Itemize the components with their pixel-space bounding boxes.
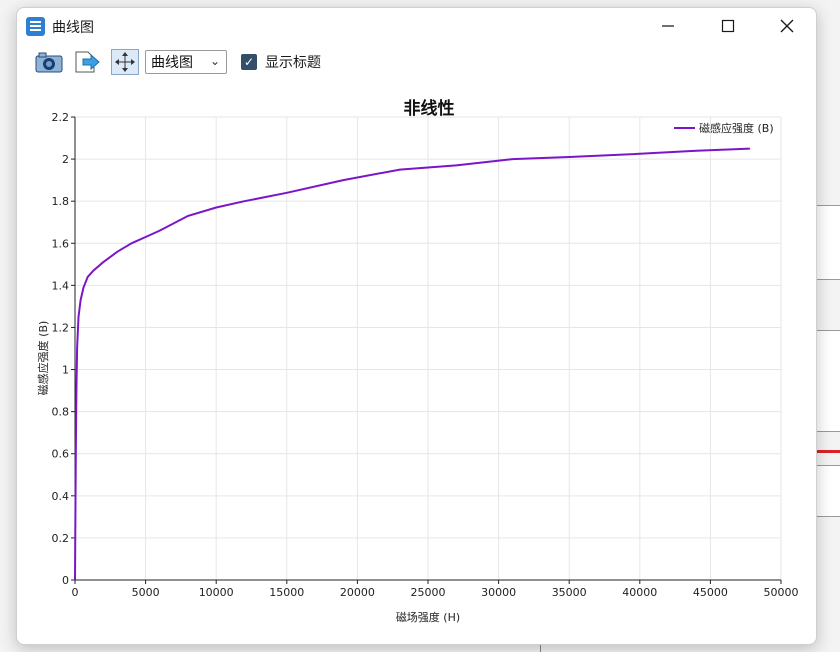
x-tick-label: 5000	[132, 586, 160, 599]
window-title: 曲线图	[52, 20, 94, 36]
title-bar[interactable]: 曲线图	[17, 8, 816, 44]
x-tick-label: 45000	[693, 586, 728, 599]
background-accent	[816, 450, 840, 453]
chart-type-select[interactable]: 曲线图 ⌄	[145, 50, 227, 74]
x-tick-label: 15000	[269, 586, 304, 599]
y-tick-label: 1.8	[52, 195, 70, 208]
export-button[interactable]	[73, 49, 101, 75]
minimize-button[interactable]	[645, 8, 691, 44]
y-tick-label: 0.2	[52, 532, 70, 545]
y-tick-label: 1	[62, 364, 69, 377]
background-divider	[540, 640, 541, 652]
y-tick-label: 0.4	[52, 490, 70, 503]
chart-grid	[75, 116, 782, 580]
minimize-icon	[662, 25, 674, 27]
y-tick-label: 1.6	[52, 237, 70, 250]
chart-type-value: 曲线图	[151, 55, 193, 71]
x-tick-label: 30000	[481, 586, 516, 599]
camera-icon	[35, 52, 63, 73]
y-tick-label: 0.6	[52, 448, 70, 461]
x-axis-label: 磁场强度 (H)	[396, 610, 460, 624]
chart-window: 曲线图	[16, 7, 817, 645]
x-tick-label: 50000	[764, 586, 799, 599]
chart-ticks: 0 5000 10000 15000 20000 25000 30000 35000 40000…	[52, 111, 799, 599]
y-tick-label: 2	[62, 153, 69, 166]
y-tick-label: 2.2	[52, 111, 70, 124]
maximize-button[interactable]	[705, 8, 751, 44]
move-arrows-icon	[115, 52, 135, 72]
chart-title: 非线性	[404, 98, 455, 119]
y-axis-label: 磁感应强度 (B)	[36, 321, 50, 396]
close-icon	[780, 19, 794, 33]
x-tick-label: 0	[72, 586, 79, 599]
series-line-b	[74, 147, 750, 581]
screenshot-button[interactable]	[35, 49, 63, 75]
pan-button[interactable]	[111, 49, 139, 75]
x-tick-label: 40000	[622, 586, 657, 599]
legend[interactable]: 磁感应强度 (B)	[674, 121, 774, 135]
y-tick-label: 0.8	[52, 406, 70, 419]
toolbar: 曲线图 ⌄ ✓ 显示标题	[17, 46, 816, 80]
x-tick-label: 20000	[340, 586, 375, 599]
y-tick-label: 1.2	[52, 321, 70, 334]
background-panel	[816, 205, 840, 280]
background-panel	[816, 330, 840, 432]
y-tick-label: 1.4	[52, 279, 70, 292]
app-icon	[26, 17, 45, 36]
show-title-checkbox[interactable]: ✓	[241, 54, 257, 70]
x-tick-label: 35000	[552, 586, 587, 599]
line-chart: 0 5000 10000 15000 20000 25000 30000 35000 40000…	[36, 98, 799, 624]
show-title-label: 显示标题	[265, 55, 321, 71]
x-tick-label: 10000	[199, 586, 234, 599]
export-arrow-icon	[75, 51, 100, 73]
y-tick-label: 0	[62, 574, 69, 587]
close-button[interactable]	[764, 8, 810, 44]
background-panel	[816, 465, 840, 517]
maximize-icon	[721, 19, 735, 33]
legend-label: 磁感应强度 (B)	[699, 121, 774, 135]
chevron-down-icon: ⌄	[209, 54, 220, 68]
x-tick-label: 25000	[411, 586, 446, 599]
